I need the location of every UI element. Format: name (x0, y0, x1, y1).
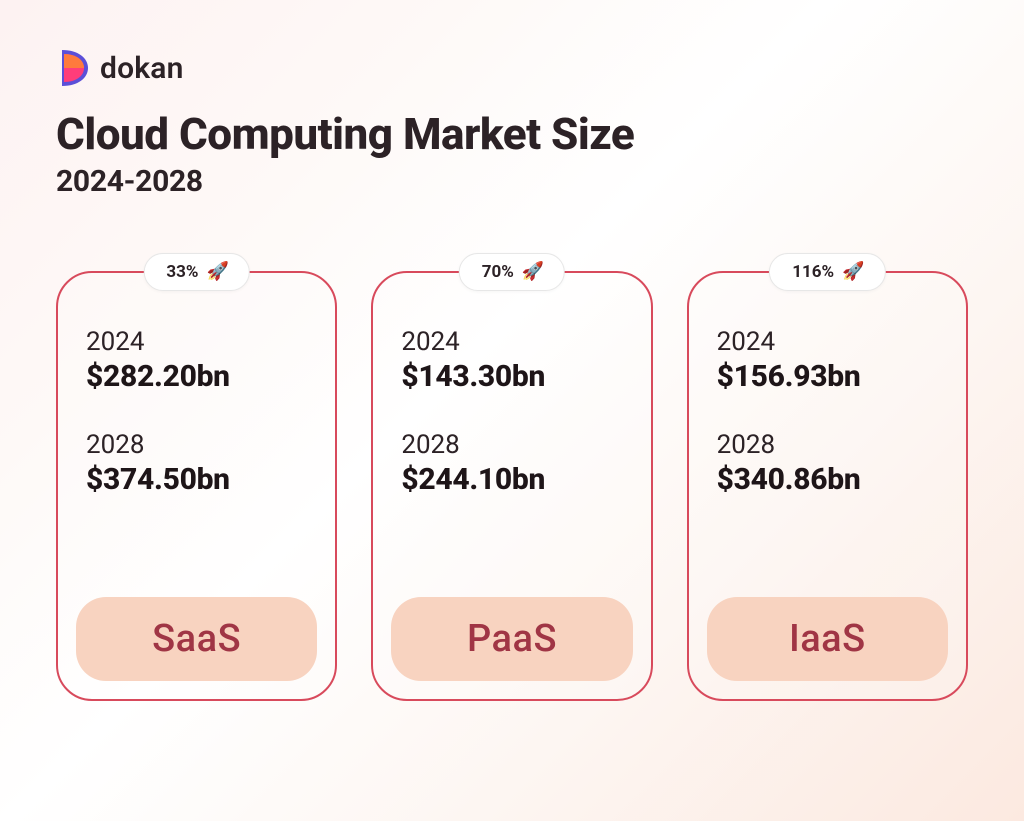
category-label: PaaS (391, 597, 632, 681)
year-label: 2028 (401, 430, 622, 460)
growth-percent: 33% (166, 262, 198, 282)
datapoint-2028: 2028 $244.10bn (401, 430, 622, 497)
growth-badge: 33% 🚀 (143, 253, 250, 291)
year-label: 2024 (717, 327, 938, 357)
rocket-icon: 🚀 (522, 263, 544, 281)
growth-percent: 116% (792, 262, 834, 282)
card-saas: 33% 🚀 2024 $282.20bn 2028 $374.50bn SaaS (56, 271, 337, 701)
category-label: SaaS (76, 597, 317, 681)
datapoint-2024: 2024 $282.20bn (86, 327, 307, 394)
rocket-icon: 🚀 (842, 263, 864, 281)
growth-badge: 70% 🚀 (459, 253, 566, 291)
datapoint-2028: 2028 $374.50bn (86, 430, 307, 497)
growth-badge: 116% 🚀 (769, 253, 885, 291)
card-iaas: 116% 🚀 2024 $156.93bn 2028 $340.86bn Iaa… (687, 271, 968, 701)
datapoint-2024: 2024 $143.30bn (401, 327, 622, 394)
year-value: $143.30bn (401, 359, 622, 394)
card-paas: 70% 🚀 2024 $143.30bn 2028 $244.10bn PaaS (371, 271, 652, 701)
category-label: IaaS (707, 597, 948, 681)
cards-container: 33% 🚀 2024 $282.20bn 2028 $374.50bn SaaS… (56, 271, 968, 701)
year-value: $374.50bn (86, 462, 307, 497)
rocket-icon: 🚀 (206, 263, 228, 281)
page-subtitle: 2024-2028 (56, 164, 968, 199)
growth-percent: 70% (482, 262, 514, 282)
brand-logo: dokan (56, 48, 968, 88)
datapoint-2024: 2024 $156.93bn (717, 327, 938, 394)
page-title: Cloud Computing Market Size (56, 110, 968, 158)
year-value: $244.10bn (401, 462, 622, 497)
year-value: $340.86bn (717, 462, 938, 497)
brand-name: dokan (100, 51, 184, 86)
datapoint-2028: 2028 $340.86bn (717, 430, 938, 497)
year-label: 2024 (86, 327, 307, 357)
year-value: $156.93bn (717, 359, 938, 394)
year-label: 2028 (86, 430, 307, 460)
dokan-logo-icon (56, 48, 90, 88)
year-label: 2024 (401, 327, 622, 357)
year-label: 2028 (717, 430, 938, 460)
year-value: $282.20bn (86, 359, 307, 394)
